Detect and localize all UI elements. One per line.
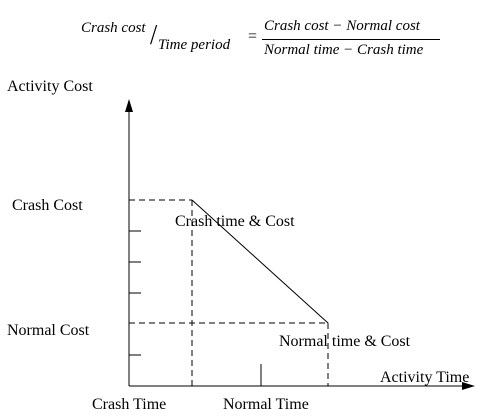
normal-cost-label: Normal Cost (7, 322, 90, 339)
formula-equals: = (248, 28, 258, 45)
y-axis-label: Activity Cost (7, 78, 93, 95)
crash-cost-label: Crash Cost (12, 197, 83, 214)
formula-lhs-denominator: Time period (158, 37, 231, 53)
formula-rhs-denominator: Normal time − Crash time (264, 42, 424, 58)
formula-fraction-bar (262, 39, 440, 40)
crash-point-annotation: Crash time & Cost (175, 213, 295, 230)
crash-time-label: Crash Time (92, 396, 167, 413)
formula-slash: / (150, 18, 158, 51)
formula-lhs-numerator: Crash cost (81, 20, 146, 36)
x-axis-arrowhead (462, 382, 475, 390)
normal-time-label: Normal Time (223, 396, 309, 413)
normal-point-annotation: Normal time & Cost (279, 333, 411, 350)
y-axis-arrowhead (125, 99, 133, 112)
x-axis-label: Activity Time (380, 369, 470, 386)
cost-slope-line (191, 199, 329, 324)
formula-rhs-numerator: Crash cost − Normal cost (264, 18, 420, 34)
